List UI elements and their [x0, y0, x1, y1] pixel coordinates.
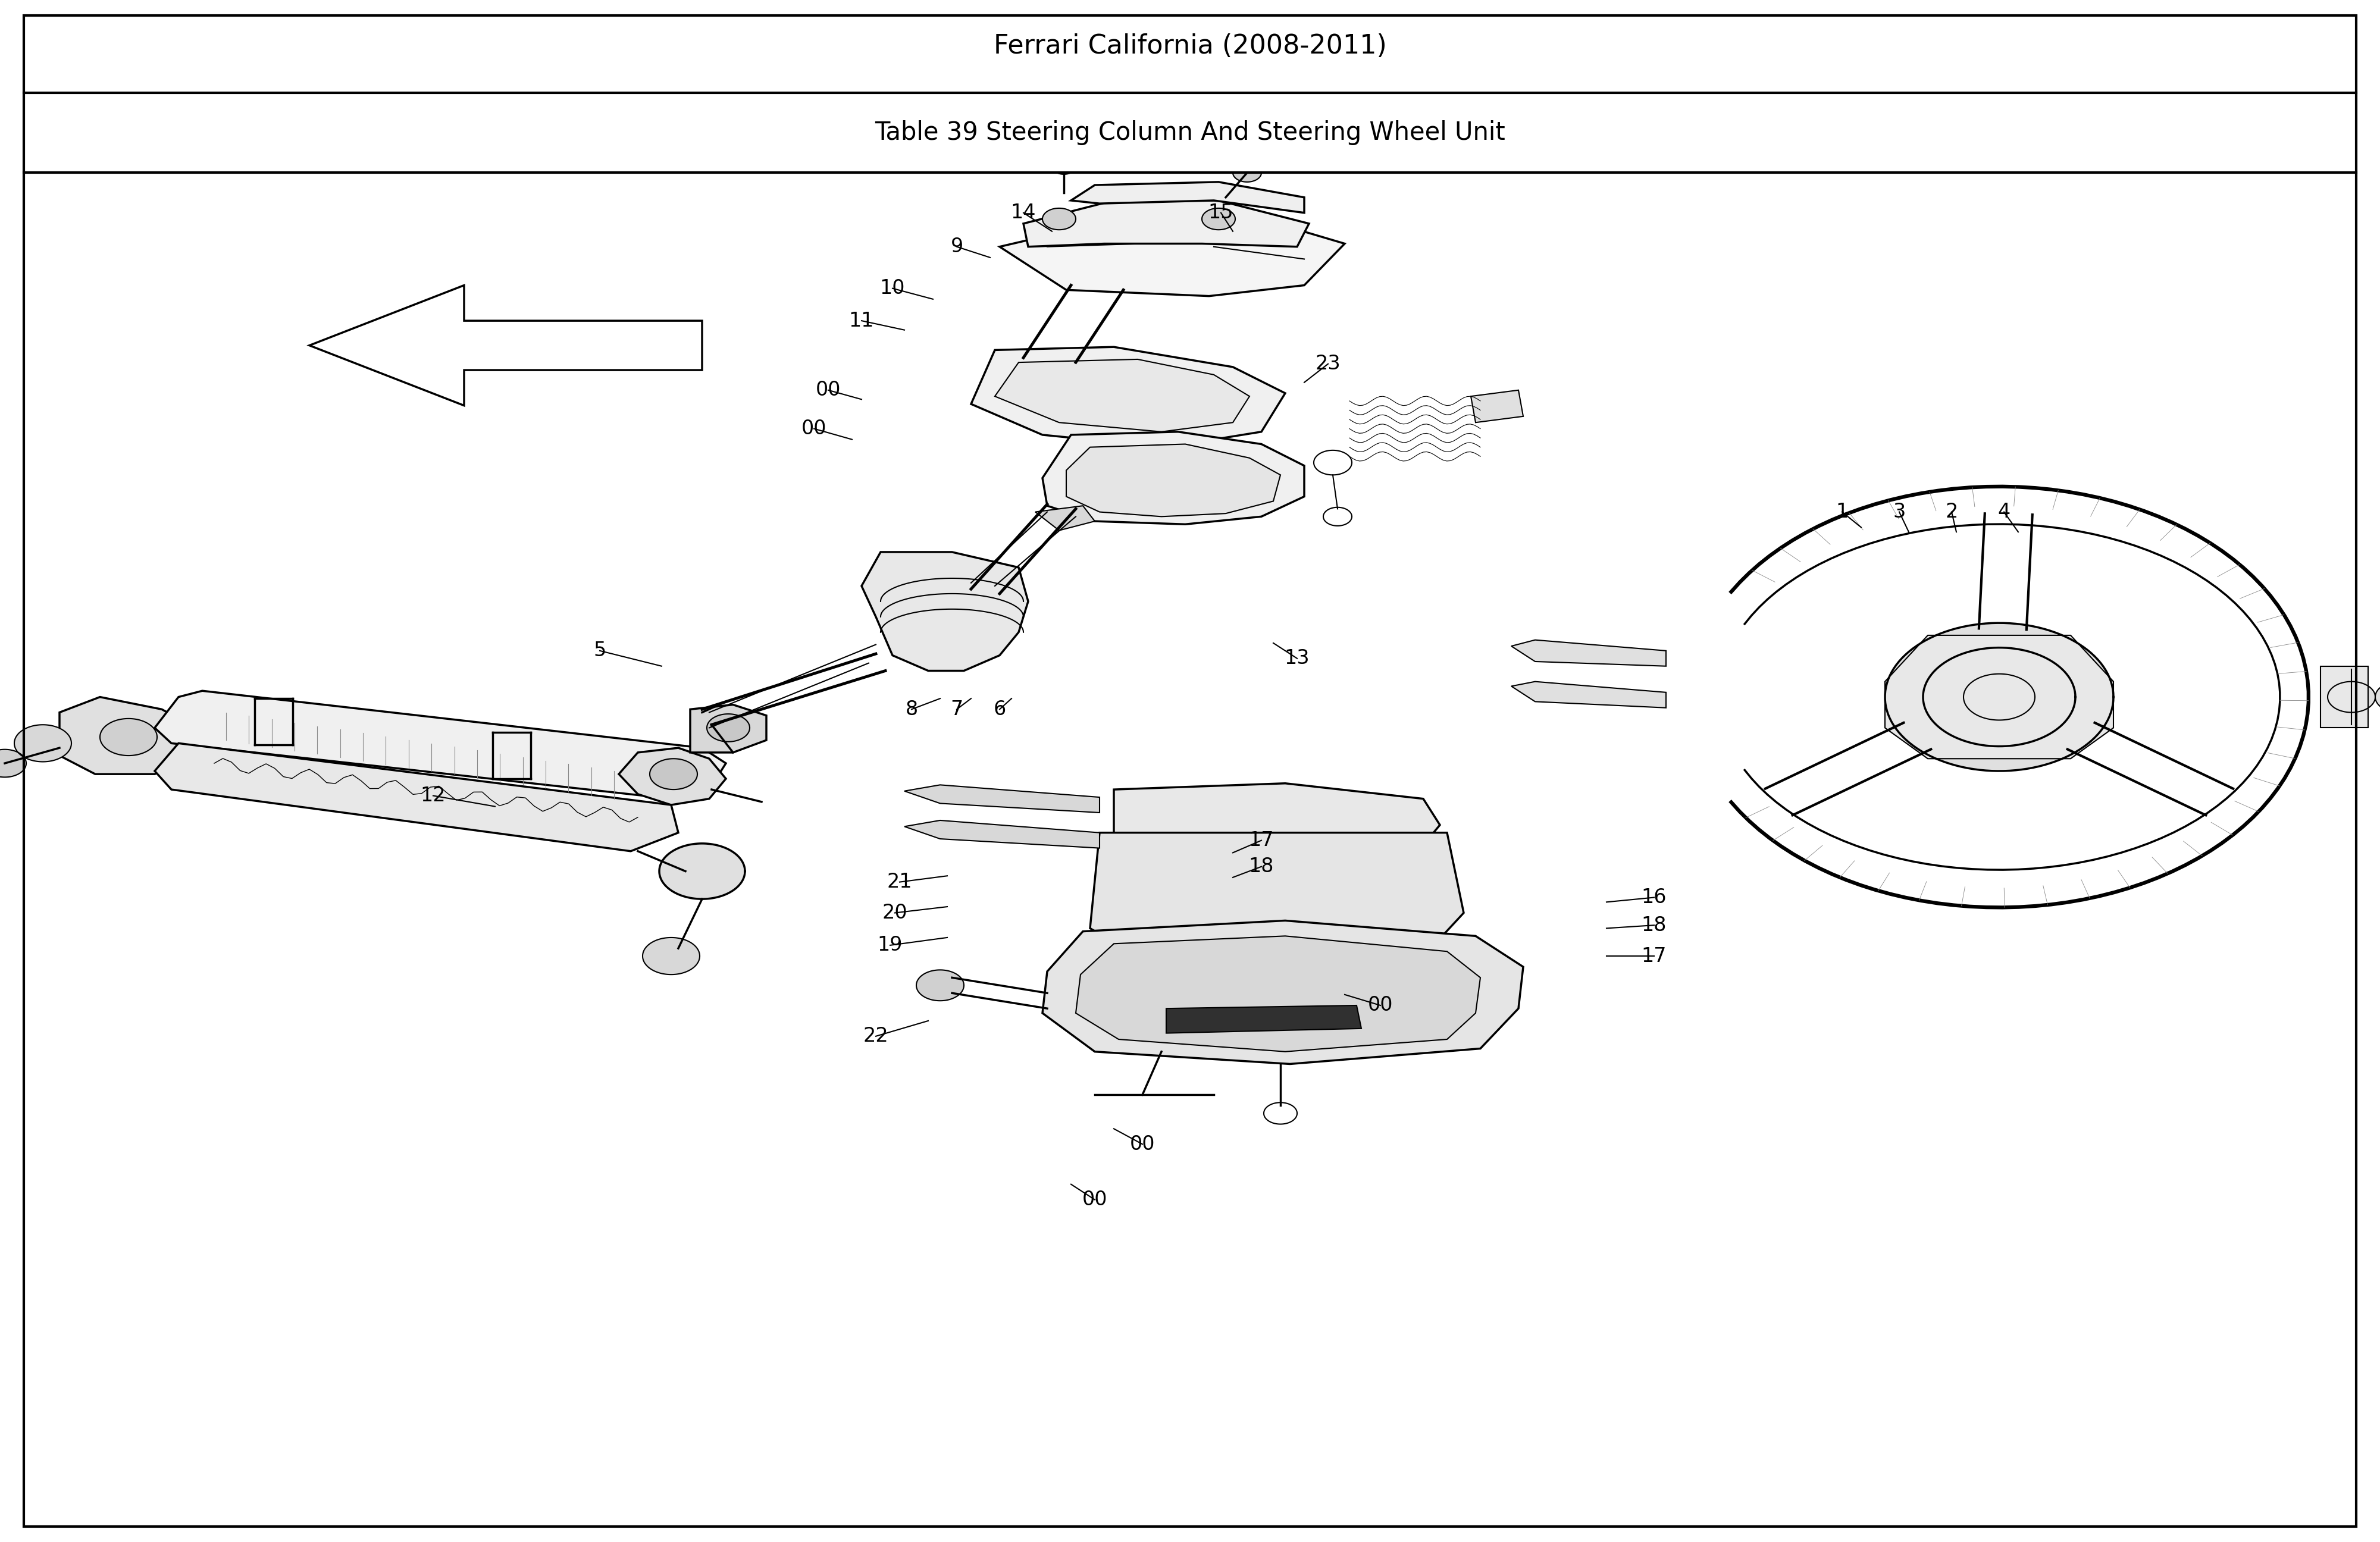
- Polygon shape: [14, 725, 71, 762]
- Text: 15: 15: [1209, 204, 1233, 222]
- Polygon shape: [1090, 833, 1464, 962]
- Polygon shape: [1264, 1103, 1297, 1124]
- Text: 00: 00: [1083, 1190, 1107, 1209]
- Polygon shape: [971, 347, 1285, 447]
- Text: 21: 21: [888, 873, 912, 891]
- Polygon shape: [1071, 182, 1304, 213]
- Text: 00: 00: [816, 381, 840, 399]
- Polygon shape: [1964, 674, 2035, 720]
- Text: 7: 7: [950, 700, 964, 719]
- Text: 3: 3: [1892, 503, 1906, 521]
- Polygon shape: [650, 759, 697, 790]
- Text: 14: 14: [1012, 204, 1035, 222]
- Polygon shape: [1511, 640, 1666, 666]
- Text: 9: 9: [950, 237, 964, 256]
- Polygon shape: [643, 938, 700, 975]
- Polygon shape: [100, 719, 157, 756]
- Polygon shape: [1023, 200, 1309, 247]
- Polygon shape: [2320, 666, 2368, 728]
- Polygon shape: [60, 697, 195, 774]
- Polygon shape: [1202, 208, 1235, 230]
- Text: 22: 22: [864, 1027, 888, 1045]
- Polygon shape: [904, 785, 1100, 813]
- Text: 00: 00: [1130, 1135, 1154, 1153]
- Polygon shape: [995, 359, 1250, 432]
- Text: 17: 17: [1642, 947, 1666, 965]
- Polygon shape: [1233, 163, 1261, 182]
- Text: 8: 8: [904, 700, 919, 719]
- Text: 19: 19: [878, 936, 902, 954]
- Polygon shape: [1035, 506, 1095, 530]
- Polygon shape: [707, 714, 750, 742]
- Text: 2: 2: [1944, 503, 1959, 521]
- Polygon shape: [1066, 444, 1280, 517]
- Polygon shape: [1471, 390, 1523, 423]
- Polygon shape: [1000, 219, 1345, 296]
- Bar: [24, 0, 2356, 93]
- Polygon shape: [2375, 682, 2380, 712]
- Polygon shape: [1042, 921, 1523, 1064]
- Text: 17: 17: [1250, 831, 1273, 850]
- Text: 18: 18: [1642, 916, 1666, 934]
- Text: 6: 6: [992, 700, 1007, 719]
- Text: 00: 00: [802, 419, 826, 438]
- Polygon shape: [1323, 507, 1352, 526]
- Polygon shape: [155, 743, 678, 851]
- Polygon shape: [1076, 936, 1480, 1052]
- Polygon shape: [904, 820, 1100, 848]
- Text: 11: 11: [850, 311, 873, 330]
- Text: Table 39 Steering Column And Steering Wheel Unit: Table 39 Steering Column And Steering Wh…: [876, 120, 1504, 145]
- Polygon shape: [1511, 682, 1666, 708]
- Polygon shape: [1052, 159, 1076, 174]
- Polygon shape: [1885, 635, 2113, 759]
- Polygon shape: [1923, 648, 2075, 746]
- Polygon shape: [916, 970, 964, 1001]
- Text: 16: 16: [1642, 888, 1666, 907]
- Polygon shape: [1042, 208, 1076, 230]
- Bar: [24, 93, 2356, 173]
- Text: 5: 5: [593, 641, 607, 660]
- Text: Ferrari California (2008-2011): Ferrari California (2008-2011): [992, 34, 1388, 59]
- Polygon shape: [309, 285, 702, 406]
- Polygon shape: [1114, 783, 1440, 851]
- Polygon shape: [690, 705, 766, 752]
- Text: 00: 00: [1368, 996, 1392, 1015]
- Text: 10: 10: [881, 279, 904, 298]
- Text: 18: 18: [1250, 857, 1273, 876]
- Polygon shape: [659, 843, 745, 899]
- Polygon shape: [862, 552, 1028, 671]
- Polygon shape: [1885, 623, 2113, 771]
- Polygon shape: [1042, 432, 1304, 524]
- Text: 1: 1: [1835, 503, 1849, 521]
- Polygon shape: [1166, 1005, 1361, 1033]
- Text: 13: 13: [1285, 649, 1309, 668]
- Polygon shape: [155, 691, 726, 799]
- Text: 23: 23: [1316, 355, 1340, 373]
- Polygon shape: [0, 749, 26, 777]
- Text: 4: 4: [1997, 503, 2011, 521]
- Text: 12: 12: [421, 786, 445, 805]
- Polygon shape: [1314, 450, 1352, 475]
- Polygon shape: [619, 748, 726, 805]
- Text: 20: 20: [883, 904, 907, 922]
- Polygon shape: [2328, 682, 2375, 712]
